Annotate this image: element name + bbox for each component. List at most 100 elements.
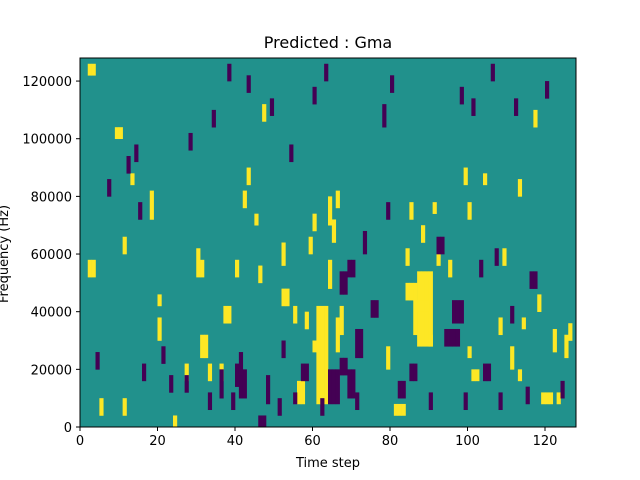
- heatmap-cell-low: [440, 236, 445, 255]
- heatmap-cell-low: [343, 357, 348, 376]
- heatmap-cell-low: [262, 415, 267, 428]
- heatmap-cell-high: [417, 300, 422, 312]
- heatmap-cell-high: [405, 282, 410, 301]
- heatmap-cell-high: [413, 282, 418, 336]
- y-tick-label: 40000: [31, 306, 72, 321]
- heatmap-cell-low: [161, 346, 166, 364]
- y-tick-label: 60000: [31, 248, 72, 263]
- x-tick-label: 0: [76, 434, 84, 449]
- heatmap-cell-high: [157, 317, 162, 341]
- heatmap-cell-high: [300, 380, 306, 405]
- heatmap-cell-low: [347, 369, 352, 399]
- heatmap-cell-low: [355, 328, 360, 359]
- heatmap-cell-high: [87, 259, 92, 278]
- heatmap-cell-low: [529, 271, 534, 289]
- heatmap-cell-high: [448, 259, 453, 278]
- heatmap-cell-low: [289, 144, 294, 163]
- heatmap-cell-low: [452, 328, 457, 347]
- heatmap-cell-low: [138, 202, 143, 220]
- heatmap-cell-low: [184, 375, 189, 393]
- heatmap-cell-low: [545, 81, 550, 99]
- heatmap-cell-high: [335, 190, 340, 209]
- heatmap-cell-low: [281, 340, 286, 359]
- heatmap-cell-high: [556, 392, 561, 405]
- heatmap-cell-low: [351, 369, 356, 399]
- heatmap-cell-high: [312, 213, 317, 232]
- heatmap-cell-low: [219, 369, 224, 399]
- heatmap-cell-high: [262, 104, 267, 122]
- heatmap-cell-high: [467, 202, 472, 220]
- heatmap-cell-low: [448, 328, 453, 347]
- heatmap-cell-low: [525, 386, 530, 405]
- plot-area: [79, 57, 577, 428]
- heatmap-cell-high: [130, 173, 135, 186]
- heatmap-cell-high: [335, 317, 340, 353]
- heatmap-cell-low: [382, 104, 387, 128]
- x-tick-label: 60: [304, 434, 321, 449]
- heatmap-cell-low: [560, 380, 565, 399]
- heatmap-cell-low: [242, 369, 247, 399]
- x-tick-label: 120: [533, 434, 558, 449]
- heatmap-cell-low: [490, 63, 495, 82]
- heatmap-cell-high: [308, 236, 313, 255]
- heatmap-cell-high: [475, 369, 480, 382]
- y-tick-label: 0: [64, 421, 72, 436]
- heatmap-cell-high: [281, 288, 286, 307]
- heatmap-cell-high: [328, 196, 333, 226]
- heatmap-cell-high: [548, 392, 554, 405]
- heatmap-cell-low: [397, 380, 402, 399]
- heatmap-cell-high: [227, 305, 232, 324]
- heatmap-cell-low: [428, 392, 433, 411]
- heatmap-cell-low: [211, 109, 216, 128]
- heatmap-cell-high: [122, 236, 127, 255]
- heatmap-cell-high: [421, 225, 426, 243]
- heatmap-cell-high: [517, 179, 523, 197]
- plot-frame: [79, 57, 577, 428]
- heatmap-cell-low: [494, 248, 499, 266]
- heatmap-cell-low: [293, 392, 298, 405]
- heatmap-cell-low: [459, 300, 464, 324]
- heatmap-cell-low: [455, 328, 461, 347]
- heatmap-cell-high: [285, 288, 290, 307]
- y-tick-label: 80000: [31, 190, 72, 205]
- heatmap-cell-high: [258, 265, 263, 284]
- heatmap-cell-low: [339, 357, 344, 376]
- heatmap-cell-high: [436, 248, 441, 266]
- heatmap-cell-low: [324, 63, 329, 82]
- x-axis-label: Time step: [295, 456, 360, 471]
- heatmap-cell-high: [421, 300, 426, 312]
- heatmap-cell-low: [304, 363, 309, 382]
- y-tick-label: 100000: [22, 133, 72, 148]
- heatmap-cell-high: [223, 305, 228, 324]
- heatmap-cell-low: [331, 369, 337, 405]
- heatmap-cell-high: [498, 317, 503, 336]
- heatmap-cell-high: [312, 340, 317, 353]
- heatmap-cell-low: [300, 363, 306, 382]
- heatmap-cell-high: [281, 242, 286, 266]
- heatmap-cell-low: [533, 271, 538, 289]
- heatmap-cell-low: [134, 144, 139, 163]
- heatmap-cell-high: [91, 63, 96, 76]
- y-axis: 0 20000 40000 60000 80000 100000 120000: [22, 75, 80, 436]
- x-tick-label: 80: [382, 434, 399, 449]
- heatmap-cell-low: [486, 363, 492, 382]
- heatmap-cell-high: [510, 346, 515, 370]
- heatmap-cell-low: [463, 392, 468, 411]
- heatmap-cell-high: [118, 127, 123, 140]
- heatmap-cell-high: [99, 398, 104, 416]
- heatmap-cell-low: [188, 132, 193, 151]
- heatmap-cell-high: [397, 403, 402, 416]
- x-axis: 0 20 40 60 80 100 120: [76, 427, 558, 449]
- heatmap-cell-high: [393, 403, 399, 416]
- heatmap-cell-high: [157, 294, 162, 307]
- heatmap-cell-high: [200, 334, 205, 359]
- heatmap-cell-low: [142, 363, 147, 382]
- heatmap-cell-low: [413, 363, 418, 382]
- heatmap-cell-high: [537, 294, 542, 312]
- heatmap-cell-high: [304, 311, 309, 330]
- heatmap-cell-low: [386, 202, 391, 220]
- heatmap-cell-high: [316, 305, 321, 405]
- heatmap-cell-low: [436, 236, 441, 255]
- heatmap-cell-high: [552, 328, 557, 353]
